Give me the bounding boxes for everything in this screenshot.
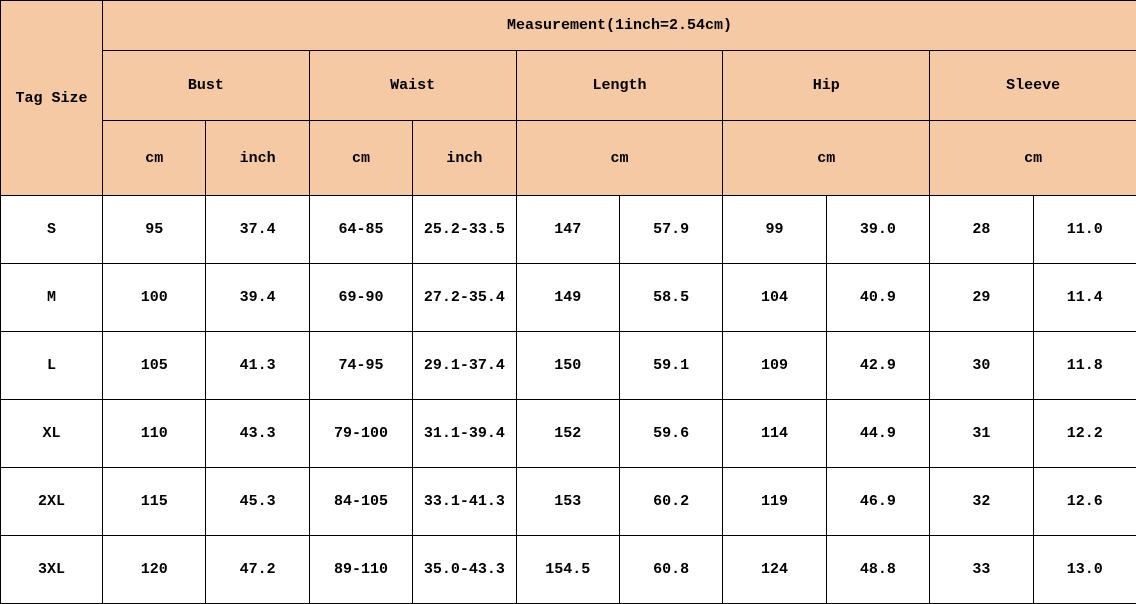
cell-value: 147 [516,196,619,264]
cell-value: 154.5 [516,536,619,604]
header-unit: inch [206,121,309,196]
cell-value: 47.2 [206,536,309,604]
header-group-length: Length [516,51,723,121]
cell-value: 95 [103,196,206,264]
table-header: Tag Size Measurement(1inch=2.54cm) Bust … [1,1,1136,196]
cell-value: 41.3 [206,332,309,400]
table-row: L10541.374-9529.1-37.415059.110942.93011… [1,332,1136,400]
cell-value: 120 [103,536,206,604]
table-row: M10039.469-9027.2-35.414958.510440.92911… [1,264,1136,332]
cell-value: 48.8 [826,536,929,604]
cell-value: 27.2-35.4 [413,264,516,332]
table-row: XL11043.379-10031.1-39.415259.611444.931… [1,400,1136,468]
cell-value: 152 [516,400,619,468]
cell-value: 43.3 [206,400,309,468]
cell-value: 31.1-39.4 [413,400,516,468]
cell-value: 104 [723,264,826,332]
cell-value: 42.9 [826,332,929,400]
header-unit: cm [309,121,412,196]
cell-value: 60.2 [619,468,722,536]
cell-value: 29.1-37.4 [413,332,516,400]
cell-value: 84-105 [309,468,412,536]
header-unit: inch [413,121,516,196]
header-group-waist: Waist [309,51,516,121]
cell-value: 89-110 [309,536,412,604]
cell-value: 109 [723,332,826,400]
cell-value: 33.1-41.3 [413,468,516,536]
cell-value: 105 [103,332,206,400]
header-group-bust: Bust [103,51,310,121]
cell-value: 69-90 [309,264,412,332]
cell-value: 150 [516,332,619,400]
cell-value: 39.4 [206,264,309,332]
size-chart-table: Tag Size Measurement(1inch=2.54cm) Bust … [0,0,1136,604]
table-row: S9537.464-8525.2-33.514757.99939.02811.0 [1,196,1136,264]
cell-tag-size: L [1,332,103,400]
header-measurement: Measurement(1inch=2.54cm) [103,1,1136,51]
cell-value: 33 [930,536,1033,604]
cell-value: 99 [723,196,826,264]
cell-value: 74-95 [309,332,412,400]
cell-value: 11.0 [1033,196,1136,264]
cell-value: 40.9 [826,264,929,332]
cell-value: 28 [930,196,1033,264]
cell-value: 115 [103,468,206,536]
cell-value: 59.6 [619,400,722,468]
table-row: 3XL12047.289-11035.0-43.3154.560.812448.… [1,536,1136,604]
cell-value: 11.4 [1033,264,1136,332]
header-tag-size: Tag Size [1,1,103,196]
size-chart-container: Tag Size Measurement(1inch=2.54cm) Bust … [0,0,1136,604]
cell-value: 30 [930,332,1033,400]
cell-value: 12.2 [1033,400,1136,468]
cell-tag-size: 2XL [1,468,103,536]
cell-tag-size: 3XL [1,536,103,604]
cell-value: 119 [723,468,826,536]
cell-value: 46.9 [826,468,929,536]
cell-value: 11.8 [1033,332,1136,400]
cell-value: 13.0 [1033,536,1136,604]
header-unit: cm [516,121,723,196]
cell-value: 31 [930,400,1033,468]
cell-value: 60.8 [619,536,722,604]
cell-value: 35.0-43.3 [413,536,516,604]
cell-value: 12.6 [1033,468,1136,536]
cell-value: 29 [930,264,1033,332]
cell-value: 79-100 [309,400,412,468]
table-row: 2XL11545.384-10533.1-41.315360.211946.93… [1,468,1136,536]
header-unit: cm [723,121,930,196]
cell-value: 57.9 [619,196,722,264]
cell-tag-size: S [1,196,103,264]
header-group-hip: Hip [723,51,930,121]
cell-value: 124 [723,536,826,604]
header-group-sleeve: Sleeve [930,51,1136,121]
header-unit: cm [930,121,1136,196]
cell-value: 149 [516,264,619,332]
cell-tag-size: XL [1,400,103,468]
cell-value: 100 [103,264,206,332]
cell-value: 45.3 [206,468,309,536]
cell-value: 37.4 [206,196,309,264]
cell-value: 114 [723,400,826,468]
cell-value: 44.9 [826,400,929,468]
cell-value: 153 [516,468,619,536]
table-body: S9537.464-8525.2-33.514757.99939.02811.0… [1,196,1136,604]
cell-value: 25.2-33.5 [413,196,516,264]
header-unit: cm [103,121,206,196]
cell-tag-size: M [1,264,103,332]
cell-value: 59.1 [619,332,722,400]
cell-value: 58.5 [619,264,722,332]
cell-value: 39.0 [826,196,929,264]
cell-value: 64-85 [309,196,412,264]
cell-value: 110 [103,400,206,468]
cell-value: 32 [930,468,1033,536]
